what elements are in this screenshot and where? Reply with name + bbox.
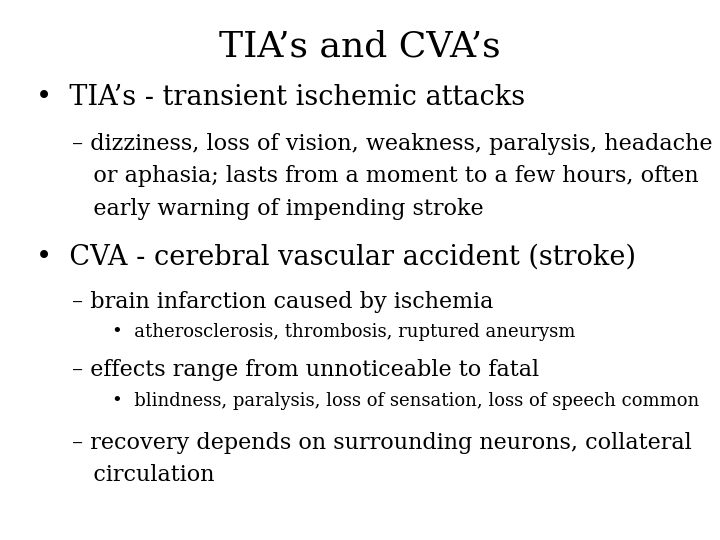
Text: – brain infarction caused by ischemia: – brain infarction caused by ischemia <box>72 291 493 313</box>
Text: or aphasia; lasts from a moment to a few hours, often: or aphasia; lasts from a moment to a few… <box>72 165 698 187</box>
Text: •  blindness, paralysis, loss of sensation, loss of speech common: • blindness, paralysis, loss of sensatio… <box>112 392 699 409</box>
Text: circulation: circulation <box>72 464 215 487</box>
Text: – effects range from unnoticeable to fatal: – effects range from unnoticeable to fat… <box>72 359 539 381</box>
Text: early warning of impending stroke: early warning of impending stroke <box>72 198 484 220</box>
Text: – dizziness, loss of vision, weakness, paralysis, headache: – dizziness, loss of vision, weakness, p… <box>72 133 713 155</box>
Text: – recovery depends on surrounding neurons, collateral: – recovery depends on surrounding neuron… <box>72 432 692 454</box>
Text: •  atherosclerosis, thrombosis, ruptured aneurysm: • atherosclerosis, thrombosis, ruptured … <box>112 323 575 341</box>
Text: •  TIA’s - transient ischemic attacks: • TIA’s - transient ischemic attacks <box>36 84 525 111</box>
Text: •  CVA - cerebral vascular accident (stroke): • CVA - cerebral vascular accident (stro… <box>36 244 636 271</box>
Text: TIA’s and CVA’s: TIA’s and CVA’s <box>219 30 501 64</box>
